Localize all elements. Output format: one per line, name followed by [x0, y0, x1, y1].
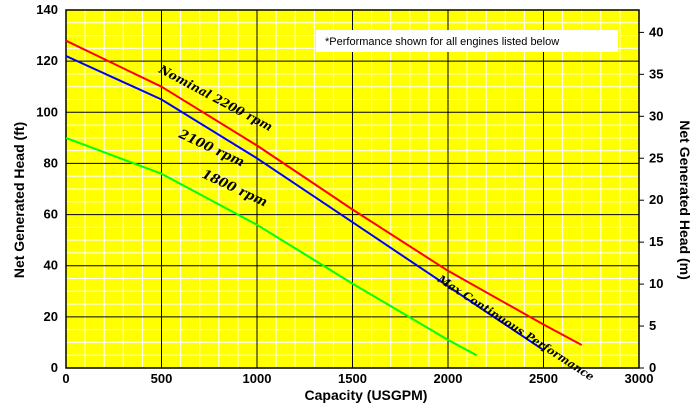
- x-axis-title: Capacity (USGPM): [305, 387, 428, 403]
- y-tick-label-right: 15: [649, 234, 663, 249]
- y-tick-label-right: 35: [649, 66, 663, 81]
- y-tick-label-left: 80: [44, 155, 58, 170]
- performance-note: *Performance shown for all engines liste…: [325, 36, 559, 48]
- series-layer: [65, 39, 583, 357]
- y-tick-label-left: 0: [51, 360, 58, 375]
- y-tick-label-left: 100: [36, 104, 58, 119]
- series-line-1: [65, 55, 545, 351]
- major-grid: [65, 9, 640, 369]
- y-tick-label-left: 20: [44, 309, 58, 324]
- y-tick-label-left: 40: [44, 258, 58, 273]
- series-line-2: [65, 136, 478, 357]
- y-tick-label-right: 25: [649, 150, 663, 165]
- plot-frame: [65, 9, 640, 369]
- y-axis-title-right: Net Generated Head (m): [677, 120, 693, 279]
- y-axis-title-left: Net Generated Head (ft): [11, 122, 27, 278]
- y-tick-label-right: 30: [649, 108, 663, 123]
- x-tick-label: 1000: [243, 371, 272, 386]
- x-tick-label: 500: [151, 371, 173, 386]
- y-tick-label-left: 120: [36, 53, 58, 68]
- series-line-0: [65, 39, 583, 346]
- y-tick-label-right: 20: [649, 192, 663, 207]
- y-tick-label-left: 60: [44, 207, 58, 222]
- note-box: [316, 30, 618, 52]
- y-tick-label-right: 5: [649, 318, 656, 333]
- tick-layer: 0 500 1000 1500 2000 2500 30000204060801001201…: [36, 2, 663, 386]
- x-tick-label: 1500: [338, 371, 367, 386]
- y-tick-label-right: 10: [649, 276, 663, 291]
- y-tick-label-left: 140: [36, 2, 58, 17]
- x-tick-label: 0: [62, 371, 69, 386]
- x-tick-label: 3000: [625, 371, 654, 386]
- y-tick-label-right: 0: [649, 360, 656, 375]
- x-tick-label: 2000: [434, 371, 463, 386]
- y-tick-label-right: 40: [649, 24, 663, 39]
- x-tick-label: 2500: [529, 371, 558, 386]
